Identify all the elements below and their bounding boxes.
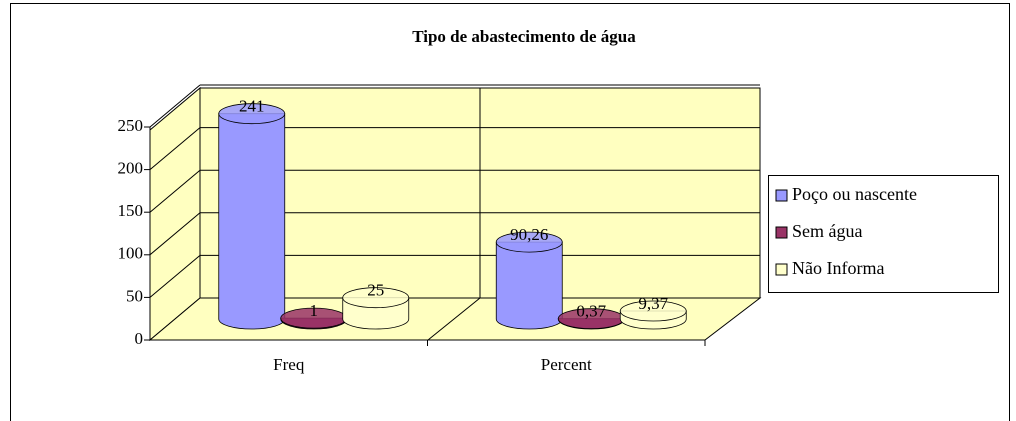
data-label: 9,37 [638,294,668,313]
data-label: 1 [310,301,319,320]
bar [619,300,687,330]
y-tick-label: 50 [126,286,143,305]
legend-swatch [775,263,788,276]
data-label: 25 [367,281,384,300]
legend [768,175,999,293]
bar-top [619,300,687,322]
bar-top [495,231,563,253]
bar [495,231,563,330]
x-tick-label: Freq [273,355,305,374]
y-tick-label: 200 [118,159,144,178]
y-tick-label: 150 [118,201,144,220]
bar [218,103,286,330]
grid-line [149,255,201,298]
grid-line [149,127,201,170]
bar-top [342,287,410,309]
legend-swatch [775,189,788,202]
legend-label: Sem água [792,221,862,241]
y-tick-label: 250 [118,116,144,135]
floor-divider [427,297,481,341]
grid-line [149,212,201,256]
y-tick-label: 0 [135,329,144,348]
bar [280,307,348,330]
bar [557,308,625,330]
legend-label: Não Informa [792,258,884,278]
legend-swatch [775,226,788,239]
side-wall [149,86,201,342]
data-label: 241 [239,97,265,116]
bar-body [495,241,563,330]
legend-label: Poço ou nascente [792,184,917,204]
data-label: 0,37 [576,302,606,321]
x-tick-label: Percent [541,355,592,374]
bar [342,287,410,330]
bar-body [218,113,286,330]
bar-top [218,103,286,125]
data-label: 90,26 [510,225,548,244]
grid-line [149,169,201,213]
chart-title: Tipo de abastecimento de água [412,27,636,46]
grid-line [149,84,201,128]
y-tick-label: 100 [118,244,144,263]
